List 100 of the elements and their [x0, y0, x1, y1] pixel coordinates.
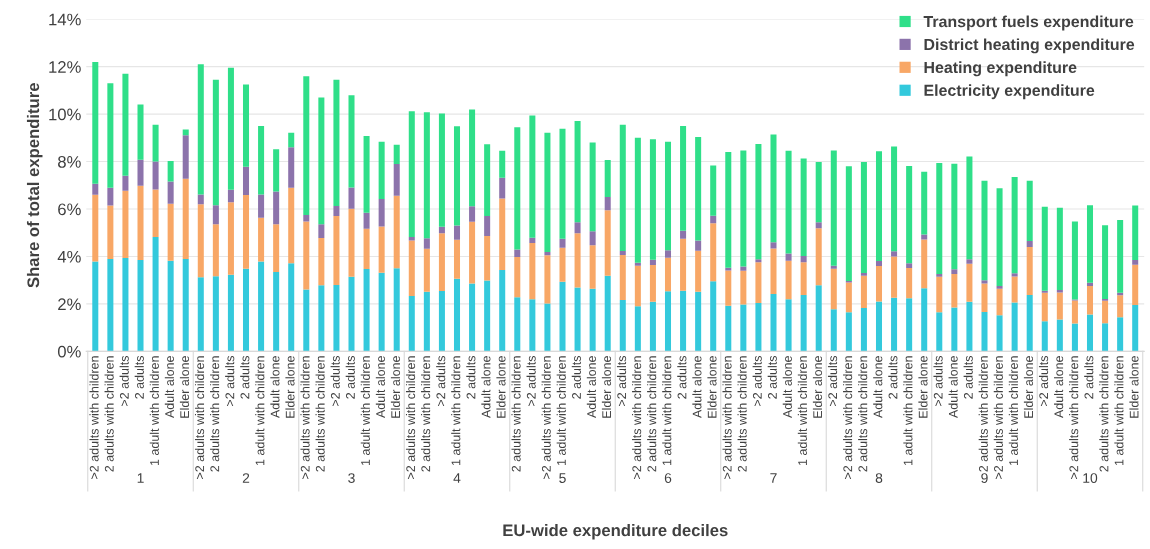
- bar: [197, 277, 204, 352]
- bar: [1102, 323, 1109, 352]
- text: 10: [1083, 473, 1098, 483]
- bar: [363, 212, 370, 229]
- x-tick-label: Adult alone: [948, 356, 958, 419]
- bar: [830, 268, 837, 310]
- bar: [1056, 319, 1063, 352]
- bar: [830, 150, 837, 266]
- x-tick-label: >2 adults: [616, 355, 627, 406]
- bar: [664, 291, 672, 352]
- bar: [740, 270, 747, 305]
- text: 1: [137, 473, 144, 483]
- bar: [514, 249, 521, 257]
- x-axis-title: EU-wide expenditure deciles: [503, 523, 728, 540]
- bar: [363, 135, 370, 213]
- x-tick-label: >2 adults with children: [194, 356, 205, 479]
- x-tick-label: >2 adults: [827, 355, 838, 406]
- bar: [273, 272, 280, 352]
- bar: [664, 257, 672, 292]
- bar: [92, 194, 99, 262]
- bar: [212, 205, 219, 225]
- bar: [936, 312, 943, 352]
- bar: [92, 261, 99, 352]
- y-tick-label: 10%: [49, 108, 81, 121]
- bar: [182, 178, 189, 260]
- bar: [559, 247, 566, 282]
- x-tick-label: 2 adults with children: [210, 356, 220, 472]
- bar: [936, 276, 943, 313]
- bar: [830, 309, 837, 352]
- x-tick-label: >2 adults with children: [1069, 356, 1079, 479]
- bar: [378, 272, 385, 352]
- bar: [227, 189, 234, 203]
- bar: [1117, 219, 1124, 293]
- bar: [438, 233, 445, 292]
- x-tick-label: 2 adults: [963, 355, 973, 399]
- bar: [1086, 286, 1094, 315]
- bar: [152, 237, 159, 352]
- bar: [137, 104, 144, 160]
- bar: [1026, 294, 1033, 352]
- bar: [258, 217, 265, 262]
- x-tick-label: 2 adults with children: [104, 356, 114, 472]
- bar: [137, 260, 144, 352]
- text: 2: [242, 473, 250, 483]
- bar: [604, 196, 611, 211]
- bar: [755, 259, 762, 263]
- x-tick-label: 2 adults: [571, 355, 581, 399]
- bar: [348, 208, 355, 277]
- bar: [785, 150, 792, 254]
- bar: [589, 142, 596, 232]
- bar: [996, 188, 1003, 286]
- bar: [710, 223, 717, 282]
- bar: [167, 181, 174, 204]
- bar: [408, 240, 415, 297]
- x-tick-label: >2 adults with children: [632, 356, 642, 479]
- bar: [1011, 273, 1018, 277]
- bar: [770, 242, 777, 249]
- bar: [92, 61, 99, 184]
- x-tick-label: Adult alone: [692, 356, 702, 419]
- bar: [544, 251, 551, 256]
- bar: [634, 262, 641, 266]
- bar: [152, 161, 159, 190]
- bar: [649, 259, 656, 265]
- bar: [1056, 289, 1063, 293]
- bar: [1026, 241, 1033, 247]
- bar: [453, 225, 461, 240]
- bar: [574, 287, 581, 352]
- bar: [438, 291, 445, 352]
- bar: [891, 256, 898, 298]
- bar: [348, 276, 355, 352]
- bar: [680, 125, 687, 231]
- bar: [845, 282, 852, 313]
- x-tick-label: Elder alone: [285, 356, 295, 418]
- bar: [152, 124, 159, 162]
- bar: [921, 234, 928, 240]
- bar: [649, 139, 656, 260]
- bar: [423, 291, 430, 352]
- x-tick-label: Adult alone: [270, 356, 280, 419]
- bar: [619, 251, 626, 256]
- bar: [680, 230, 687, 239]
- bar: [604, 210, 611, 276]
- bar: [197, 194, 204, 205]
- x-tick-label: Elder alone: [707, 356, 717, 418]
- bar: [725, 270, 732, 306]
- bar: [152, 189, 159, 238]
- bar: [695, 240, 702, 251]
- bar: [755, 262, 762, 303]
- bar: [1132, 260, 1139, 265]
- bar: [212, 224, 219, 277]
- bar: [1026, 246, 1033, 295]
- bar: [1132, 264, 1139, 306]
- x-tick-label: >2 adults with children: [89, 356, 99, 479]
- x-tick-label: 1 adult with children: [662, 356, 672, 466]
- bar: [544, 255, 551, 304]
- bar: [875, 265, 883, 302]
- legend-label: Transport fuels expenditure: [923, 15, 1134, 31]
- bar: [408, 237, 415, 241]
- x-tick-label: >2 adults: [1038, 355, 1049, 406]
- bar: [860, 162, 867, 274]
- bar: [860, 275, 867, 308]
- bar: [484, 236, 491, 281]
